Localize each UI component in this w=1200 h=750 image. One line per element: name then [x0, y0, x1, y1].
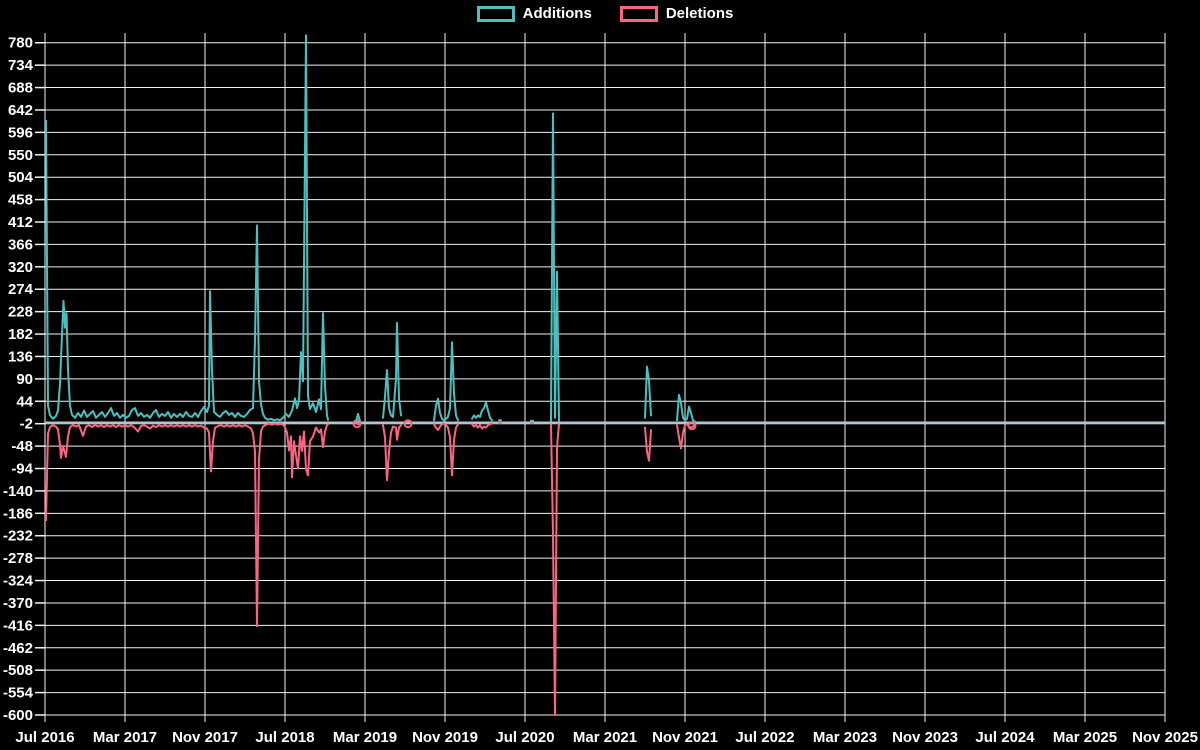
y-tick-label: 642 — [8, 102, 33, 119]
y-tick-label: -508 — [3, 662, 33, 679]
x-tick-label: Jul 2022 — [735, 729, 794, 746]
x-tick-label: Nov 2021 — [652, 729, 718, 746]
y-tick-label: 688 — [8, 80, 33, 97]
y-tick-label: -186 — [3, 505, 33, 522]
y-tick-label: -140 — [3, 483, 33, 500]
y-tick-label: 366 — [8, 236, 33, 253]
x-tick-label: Mar 2019 — [333, 729, 397, 746]
y-tick-label: -370 — [3, 595, 33, 612]
additions-line — [550, 112, 560, 423]
y-tick-label: -2 — [20, 416, 33, 433]
x-tick-label: Nov 2019 — [412, 729, 478, 746]
x-tick-label: Nov 2025 — [1132, 729, 1198, 746]
y-tick-label: -232 — [3, 528, 33, 545]
additions-line — [433, 341, 459, 422]
additions-line — [676, 393, 696, 423]
deletions-line — [433, 422, 459, 477]
chart-legend: Additions Deletions — [45, 5, 1165, 22]
additions-line — [471, 401, 493, 422]
y-tick-label: 504 — [8, 169, 34, 186]
legend-label-additions: Additions — [522, 5, 592, 22]
y-tick-label: 780 — [8, 35, 33, 52]
y-tick-label: -48 — [11, 438, 33, 455]
x-tick-label: Mar 2023 — [813, 729, 877, 746]
legend-label-deletions: Deletions — [665, 5, 734, 22]
y-tick-label: 550 — [8, 147, 33, 164]
y-tick-label: 90 — [16, 371, 33, 388]
deletions-line — [644, 426, 652, 462]
y-tick-label: -94 — [11, 461, 33, 478]
deletions-point-marker — [687, 421, 697, 431]
y-tick-label: 734 — [8, 57, 34, 74]
x-tick-label: Jul 2016 — [15, 729, 74, 746]
x-tick-label: Mar 2017 — [93, 729, 157, 746]
y-tick-label: 320 — [8, 259, 33, 276]
deletions-point-marker — [403, 419, 413, 429]
legend-item-deletions[interactable]: Deletions — [619, 5, 734, 22]
additions-swatch-icon — [476, 5, 515, 22]
additions-line — [644, 365, 652, 419]
x-tick-label: Nov 2023 — [892, 729, 958, 746]
x-tick-label: Jul 2018 — [255, 729, 314, 746]
legend-item-additions[interactable]: Additions — [476, 5, 592, 22]
y-tick-label: -416 — [3, 617, 33, 634]
y-tick-label: -554 — [3, 685, 34, 702]
x-tick-label: Mar 2025 — [1053, 729, 1117, 746]
y-tick-label: 228 — [8, 304, 33, 321]
deletions-line — [355, 422, 361, 426]
additions-line — [382, 321, 402, 419]
additions-line — [45, 34, 329, 422]
y-tick-label: 136 — [8, 348, 33, 365]
y-tick-label: -278 — [3, 550, 33, 567]
deletions-swatch-icon — [619, 5, 658, 22]
y-tick-label: 44 — [16, 393, 33, 410]
additions-line — [355, 412, 361, 423]
deletions-line — [382, 424, 402, 482]
y-tick-label: 182 — [8, 326, 33, 343]
x-tick-label: Nov 2017 — [172, 729, 238, 746]
deletions-line — [550, 423, 560, 716]
y-tick-label: -324 — [3, 573, 34, 590]
deletions-line — [676, 422, 696, 450]
y-tick-label: 274 — [8, 281, 34, 298]
deletions-line — [471, 422, 493, 430]
y-tick-label: -462 — [3, 640, 33, 657]
y-tick-label: -600 — [3, 707, 33, 724]
x-tick-label: Jul 2020 — [495, 729, 554, 746]
y-tick-label: 596 — [8, 124, 33, 141]
y-tick-label: 458 — [8, 192, 33, 209]
x-tick-label: Jul 2024 — [975, 729, 1035, 746]
x-tick-label: Mar 2021 — [573, 729, 637, 746]
deletions-line — [45, 422, 329, 628]
y-tick-label: 412 — [8, 214, 33, 231]
